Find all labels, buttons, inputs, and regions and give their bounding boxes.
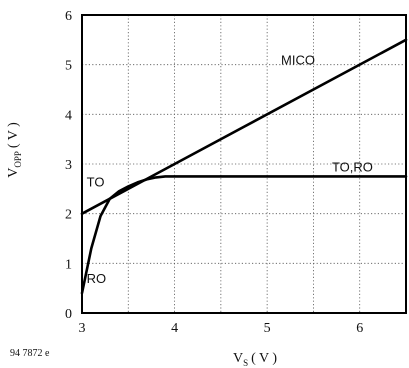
series-line-mico xyxy=(80,38,408,215)
y-tick-label: 4 xyxy=(65,108,72,123)
x-tick-label: 6 xyxy=(356,321,363,336)
series-layer xyxy=(80,38,408,295)
plot-frame xyxy=(81,14,407,314)
y-tick-label: 2 xyxy=(65,208,72,223)
annotation-to-ro: TO,RO xyxy=(332,159,373,174)
y-tick-labels: 0 1 2 3 4 5 6 xyxy=(65,9,72,322)
y-tick-label: 3 xyxy=(65,158,72,173)
x-tick-labels: 3 4 5 6 xyxy=(79,321,364,336)
annotation-to: TO xyxy=(87,174,105,189)
annotation-mico: MICO xyxy=(281,53,315,68)
annotations: MICO TO,RO TO RO xyxy=(87,53,373,287)
x-tick-label: 3 xyxy=(79,321,86,336)
series-line-to-ro xyxy=(80,175,408,295)
x-tick-label: 5 xyxy=(264,321,271,336)
y-axis-label: VOPP( V ) xyxy=(6,122,23,178)
y-tick-label: 1 xyxy=(65,257,72,272)
y-tick-label: 0 xyxy=(65,307,72,322)
grid xyxy=(82,15,406,313)
y-tick-label: 5 xyxy=(65,59,72,74)
y-tick-label: 6 xyxy=(65,9,72,24)
x-tick-label: 4 xyxy=(171,321,178,336)
annotation-ro: RO xyxy=(87,271,107,286)
figure-id: 94 7872 e xyxy=(10,348,50,359)
x-axis-label: VS( V ) xyxy=(233,351,277,368)
